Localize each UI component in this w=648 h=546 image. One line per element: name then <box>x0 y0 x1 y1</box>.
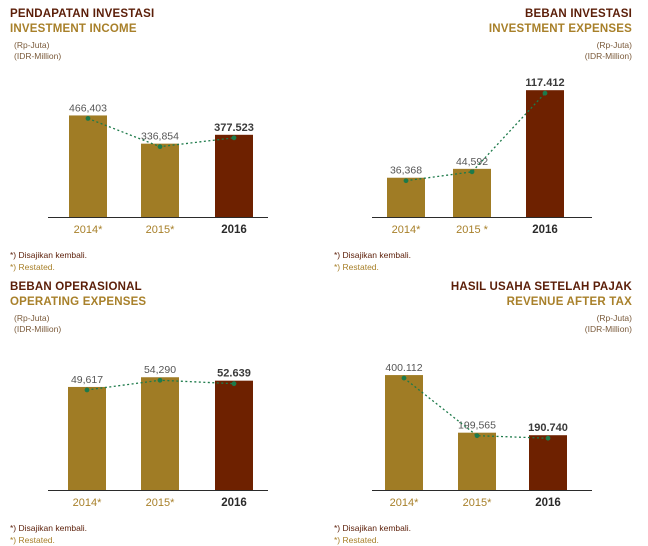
trend-point <box>542 90 548 96</box>
data-label: 36,368 <box>390 165 422 177</box>
x-tick-label: 2015* <box>146 224 175 236</box>
footnote-en: *) Restated. <box>334 262 379 272</box>
trend-point <box>469 169 475 175</box>
chart-title-id: BEBAN INVESTASI <box>525 8 632 20</box>
bar-2014 <box>387 177 425 217</box>
chart-title-en: OPERATING EXPENSES <box>10 296 147 308</box>
chart-title-id: BEBAN OPERASIONAL <box>10 281 142 293</box>
data-label: 54,290 <box>144 364 176 376</box>
data-label: 466,403 <box>69 102 107 114</box>
data-label: 400.112 <box>385 362 422 374</box>
unit-label-en: (IDR-Million) <box>584 51 632 61</box>
chart-title-id: PENDAPATAN INVESTASI <box>10 8 155 20</box>
unit-label-id: (Rp-Juta) <box>596 40 632 50</box>
footnote-id: *) Disajikan kembali. <box>10 523 87 533</box>
x-tick-label: 2015* <box>463 497 492 509</box>
bar-2015 <box>458 432 496 490</box>
data-label: 336,854 <box>141 131 179 143</box>
chart-title-id: HASIL USAHA SETELAH PAJAK <box>450 281 632 293</box>
bar-2014 <box>68 386 106 490</box>
unit-label-id: (Rp-Juta) <box>14 313 50 323</box>
x-tick-label: 2016 <box>221 224 247 236</box>
trend-point <box>545 435 551 441</box>
x-tick-label: 2014* <box>74 224 103 236</box>
chart-title-en: REVENUE AFTER TAX <box>506 296 632 308</box>
unit-label-id: (Rp-Juta) <box>14 40 50 50</box>
x-tick-label: 2016 <box>535 497 561 509</box>
bar-2015 <box>141 377 179 490</box>
trend-point <box>84 387 90 393</box>
bar-2016 <box>215 134 253 217</box>
trend-line <box>403 377 549 439</box>
data-label: 199,565 <box>458 420 496 432</box>
unit-label-en: (IDR-Million) <box>14 51 62 61</box>
bar-2016 <box>529 435 567 490</box>
x-tick-label: 2014* <box>392 224 421 236</box>
data-label: 117.412 <box>525 77 564 89</box>
unit-label-en: (IDR-Million) <box>584 324 632 334</box>
trend-point <box>403 178 409 184</box>
x-tick-label: 2014* <box>390 497 419 509</box>
x-tick-label: 2014* <box>73 497 102 509</box>
data-label: 52.639 <box>217 368 251 380</box>
bar-chart: 400.112 2014* 199,565 2015* 190.740 2016 <box>372 362 592 509</box>
footnote-id: *) Disajikan kembali. <box>334 523 411 533</box>
trend-point <box>474 433 480 439</box>
chart-title-en: INVESTMENT INCOME <box>10 23 137 35</box>
bar-2016 <box>526 90 564 217</box>
x-tick-label: 2015* <box>146 497 175 509</box>
chart-panel-investment-income: PENDAPATAN INVESTASI INVESTMENT INCOME (… <box>0 0 324 273</box>
trend-point <box>231 135 237 141</box>
unit-label-en: (IDR-Million) <box>14 324 62 334</box>
bar-2016 <box>215 380 253 490</box>
bar-2014 <box>69 115 107 217</box>
x-tick-label: 2016 <box>221 497 247 509</box>
data-label: 377.523 <box>214 122 254 134</box>
data-label: 49,617 <box>71 374 103 386</box>
bar-2015 <box>141 143 179 217</box>
unit-label-id: (Rp-Juta) <box>596 313 632 323</box>
bar-2015 <box>453 168 491 217</box>
x-tick-label: 2016 <box>532 224 558 236</box>
trend-point <box>401 375 407 381</box>
bar-2014 <box>385 375 423 490</box>
trend-point <box>157 144 163 150</box>
bar-chart: 49,617 2014* 54,290 2015* 52.639 2016 <box>48 364 268 509</box>
trend-point <box>85 116 91 121</box>
footnote-id: *) Disajikan kembali. <box>10 250 87 260</box>
footnote-en: *) Restated. <box>334 535 379 545</box>
chart-panel-operating-expenses: BEBAN OPERASIONAL OPERATING EXPENSES (Rp… <box>0 273 324 546</box>
footnote-en: *) Restated. <box>10 262 55 272</box>
trend-line <box>405 92 546 182</box>
data-label: 190.740 <box>528 422 568 434</box>
chart-panel-revenue-after-tax: HASIL USAHA SETELAH PAJAK REVENUE AFTER … <box>324 273 648 546</box>
x-tick-label: 2015 * <box>456 224 489 236</box>
bar-chart: 36,368 2014* 44,592 2015 * 117.412 2016 <box>372 77 592 236</box>
chart-panel-investment-expenses: BEBAN INVESTASI INVESTMENT EXPENSES (Rp-… <box>324 0 648 273</box>
bar-chart: 466,403 2014* 336,854 2015* 377.523 2016 <box>48 102 268 236</box>
footnote-en: *) Restated. <box>10 535 55 545</box>
trend-point <box>157 377 163 383</box>
chart-title-en: INVESTMENT EXPENSES <box>488 23 632 35</box>
data-label: 44,592 <box>456 156 488 168</box>
footnote-id: *) Disajikan kembali. <box>334 250 411 260</box>
trend-point <box>231 381 237 387</box>
